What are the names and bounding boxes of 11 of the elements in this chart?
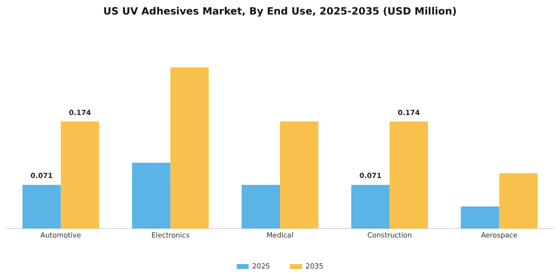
chart-title: US UV Adhesives Market, By End Use, 2025-2035 (USD Million) <box>103 6 457 18</box>
bar <box>499 173 538 229</box>
bar <box>132 162 170 229</box>
bar <box>170 67 209 229</box>
bar <box>242 184 280 229</box>
bar <box>460 206 500 229</box>
bar <box>60 122 100 229</box>
bar <box>390 122 428 229</box>
bar <box>280 122 318 229</box>
bar <box>351 184 390 229</box>
bar <box>22 184 61 229</box>
